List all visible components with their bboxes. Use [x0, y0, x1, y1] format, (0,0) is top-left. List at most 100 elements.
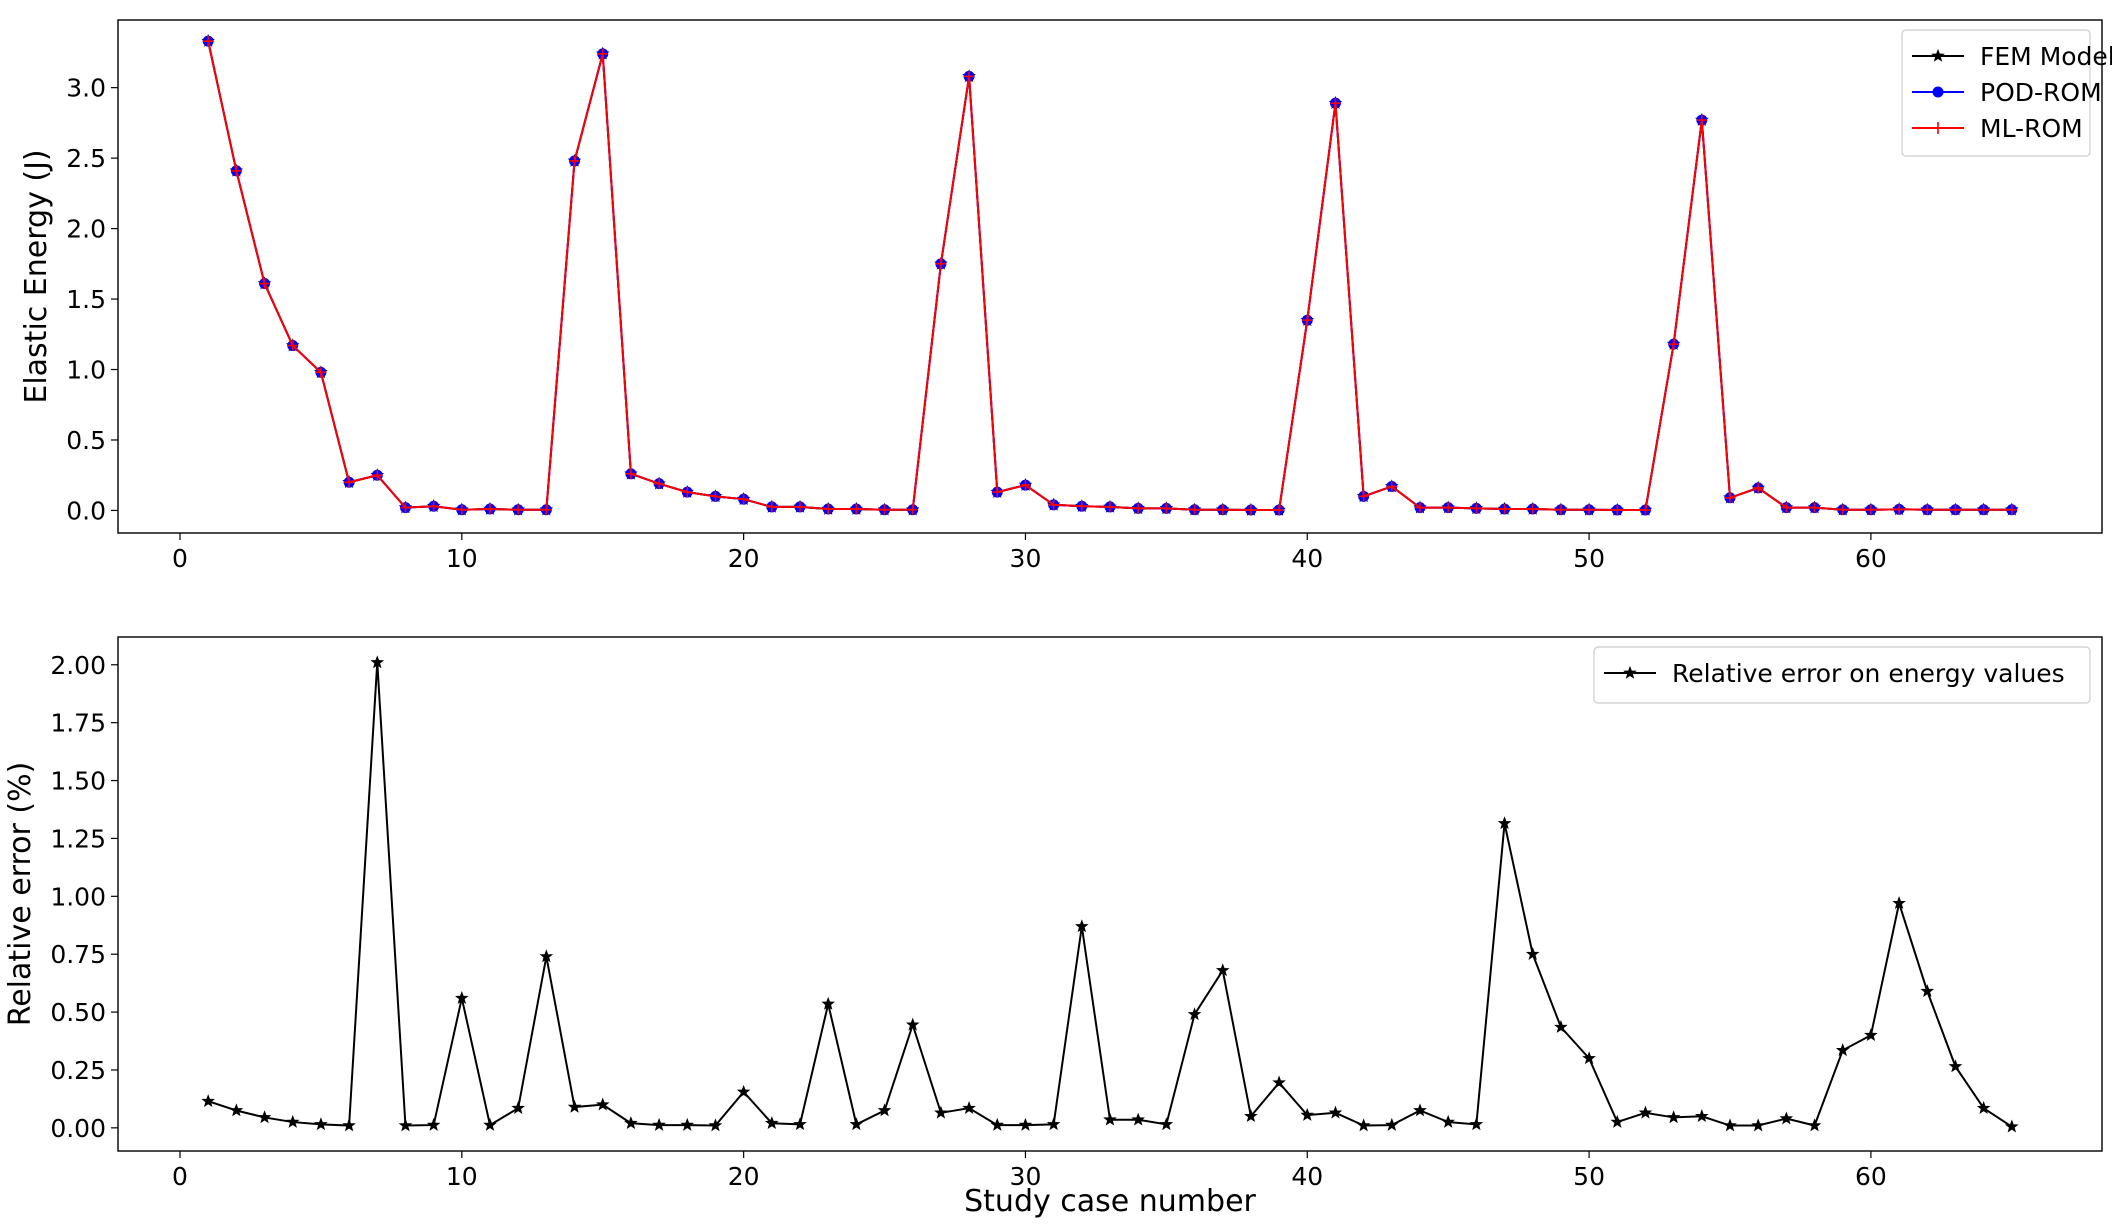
y-tick-label: 0.5: [66, 426, 106, 455]
legend-label: Relative error on energy values: [1672, 659, 2065, 688]
x-tick-label: 10: [446, 1162, 478, 1191]
x-tick-label: 50: [1573, 1162, 1605, 1191]
series-ml-rom: [203, 36, 2017, 516]
data-point: [905, 1017, 920, 1031]
data-point: [314, 1117, 328, 1131]
data-point: [569, 155, 580, 166]
data-point: [1469, 1117, 1484, 1131]
data-point: [992, 487, 1003, 498]
data-point: [1272, 1075, 1286, 1089]
chart-panel-2: 0 10 20 30 40 50 60 0.00 0.25 0.50 0.75 1.00 1.25 1.5…: [3, 636, 2103, 1219]
series-line: [207, 40, 2012, 512]
data-point: [1076, 501, 1087, 512]
data-point: [1415, 502, 1425, 513]
data-point: [823, 504, 834, 515]
data-point: [428, 501, 439, 512]
x-tick-label: 60: [1855, 544, 1887, 573]
data-point: [934, 1105, 948, 1119]
legend-marker: [1932, 122, 1944, 134]
series-line: [207, 40, 2012, 512]
data-point: [1497, 816, 1512, 830]
data-point: [595, 1097, 610, 1111]
data-point: [1666, 1110, 1681, 1124]
x-tick-label: 50: [1573, 544, 1605, 573]
data-point: [1330, 98, 1341, 109]
data-point: [1638, 1105, 1653, 1119]
data-point: [229, 1103, 244, 1117]
data-point: [483, 1117, 497, 1131]
data-point: [1189, 504, 1200, 515]
data-point: [370, 655, 385, 669]
x-tick-label: 20: [728, 544, 760, 573]
data-point: [1133, 503, 1144, 514]
data-point: [1751, 1118, 1765, 1132]
data-point: [624, 1116, 638, 1129]
data-point: [342, 1118, 356, 1132]
legend-marker: [1931, 48, 1945, 62]
legend-label: FEM Model: [1980, 42, 2112, 71]
data-point: [426, 1117, 441, 1131]
x-tick-label: 30: [1010, 1162, 1042, 1191]
series-relative-error-on-energy-values: [201, 655, 2019, 1133]
x-tick-label: 40: [1291, 544, 1323, 573]
plot-frame: [117, 19, 2103, 534]
x-tick-label: 60: [1855, 1162, 1887, 1191]
data-point: [710, 491, 721, 502]
y-tick-label: 0.00: [50, 1114, 106, 1143]
data-point: [708, 1118, 723, 1132]
data-point: [1300, 1107, 1315, 1121]
data-point: [1020, 480, 1031, 491]
data-point: [1385, 1117, 1399, 1131]
data-point: [1554, 1019, 1568, 1033]
data-point: [736, 1084, 751, 1098]
data-point: [793, 1117, 807, 1131]
data-point: [1781, 502, 1792, 513]
y-tick-label: 0.0: [66, 496, 106, 525]
data-point: [625, 468, 636, 479]
data-point: [203, 36, 214, 47]
data-point: [1584, 504, 1595, 515]
x-axis-label: Study case number: [964, 1184, 1256, 1219]
data-point: [1075, 919, 1089, 933]
data-point: [879, 504, 890, 515]
data-point: [654, 478, 665, 489]
data-point: [962, 1101, 976, 1114]
data-point: [1835, 1043, 1850, 1057]
data-point: [1356, 1118, 1371, 1132]
y-tick-label: 2.5: [66, 144, 106, 173]
data-point: [344, 477, 355, 488]
data-point: [257, 1110, 272, 1124]
data-point: [2006, 504, 2017, 515]
y-tick-label: 1.50: [50, 767, 106, 796]
data-point: [1103, 1112, 1117, 1126]
data-point: [1920, 984, 1935, 998]
data-point: [1668, 339, 1679, 350]
x-tick-label: 0: [172, 544, 188, 573]
data-point: [1499, 504, 1510, 515]
y-tick-label: 2.0: [66, 215, 106, 244]
data-point: [1358, 491, 1369, 502]
data-point: [1640, 505, 1651, 516]
data-point: [1131, 1112, 1145, 1126]
chart-panel-1: 0 10 20 30 40 50 60 0.0 0.5 1.0 1.5 2.0 2.5 3.0 Elasti…: [19, 19, 2112, 573]
data-point: [1865, 504, 1876, 515]
data-point: [1471, 503, 1482, 514]
data-point: [2005, 1119, 2019, 1133]
data-point: [907, 504, 918, 515]
data-point: [1048, 499, 1059, 510]
y-tick-label: 1.75: [50, 709, 106, 738]
series-fem-model: [201, 33, 2019, 516]
data-point: [456, 504, 467, 515]
legend: FEM Model POD-ROM ML-ROM: [1901, 29, 2112, 157]
y-tick-label: 0.75: [50, 940, 106, 969]
data-point: [1018, 1117, 1033, 1131]
data-point: [567, 1099, 582, 1113]
data-point: [990, 1117, 1005, 1131]
y-axis-label: Elastic Energy (J): [19, 149, 54, 403]
data-point: [680, 1117, 695, 1131]
data-point: [1695, 1109, 1709, 1123]
x-tick-label: 0: [172, 1162, 188, 1191]
data-point: [1950, 504, 1961, 515]
data-point: [1725, 492, 1735, 503]
